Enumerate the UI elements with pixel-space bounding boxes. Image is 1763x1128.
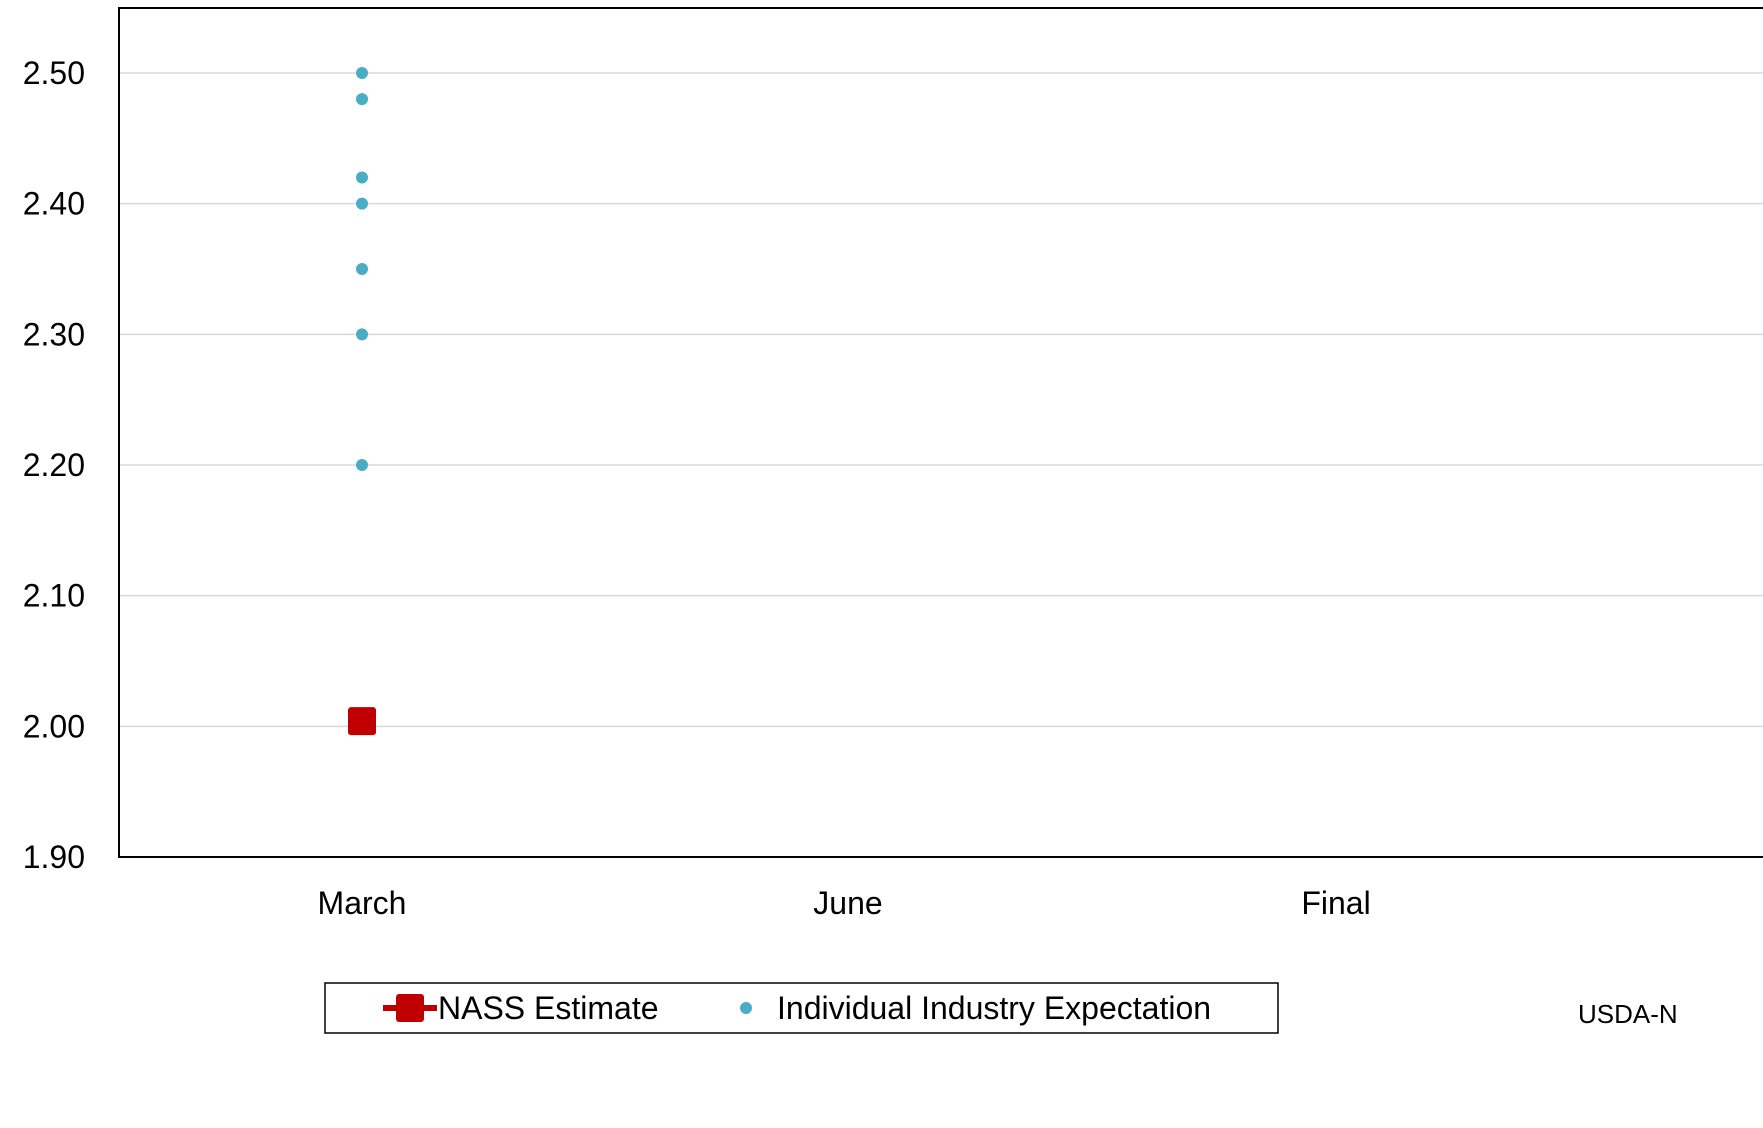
x-tick-label: March [318,885,407,921]
y-tick-label: 2.50 [23,55,85,91]
industry-expectation-point [356,197,368,210]
legend-item-industry-expectation: Individual Industry Expectation [740,990,1211,1026]
y-axis-tick-labels: 1.90 2.00 2.10 2.20 2.30 2.40 2.50 [23,55,85,875]
industry-expectation-point [356,93,368,106]
industry-expectation-point [356,459,368,471]
legend-square-marker [396,994,424,1022]
industry-expectation-point [356,171,368,184]
industry-expectation-point [356,67,368,79]
industry-expectation-point [356,263,368,275]
x-tick-label: Final [1301,885,1370,921]
legend-circle-marker [740,1002,752,1014]
legend-item-nass-estimate: NASS Estimate [383,990,659,1026]
y-tick-label: 2.10 [23,578,85,614]
gridlines [119,72,1763,728]
industry-expectation-point [356,328,368,341]
y-tick-label: 2.40 [23,186,85,222]
y-tick-label: 2.00 [23,708,85,744]
legend-label-industry-expectation: Individual Industry Expectation [777,990,1211,1026]
data-points [348,67,376,736]
x-axis-tick-labels: March June Final [318,885,1371,921]
x-tick-label: June [813,885,882,921]
nass-estimate-point [348,707,376,736]
legend-box [324,982,1279,1034]
legend: NASS Estimate Individual Industry Expect… [324,982,1279,1034]
legend-label-nass-estimate: NASS Estimate [438,990,659,1026]
source-note: USDA-N [1578,999,1678,1029]
y-tick-label: 2.20 [23,447,85,483]
y-tick-label: 1.90 [23,839,85,875]
y-tick-label: 2.30 [23,316,85,352]
plot-area-border [118,7,1763,858]
